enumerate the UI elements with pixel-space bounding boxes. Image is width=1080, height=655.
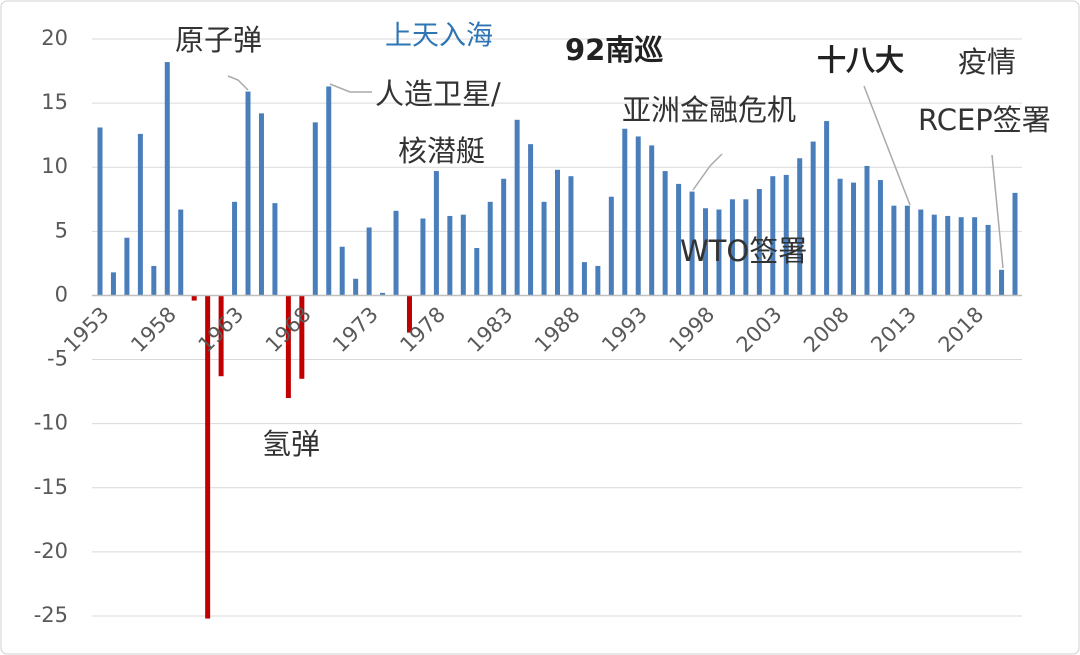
bar (232, 201, 238, 296)
y-tick-label: 10 (41, 154, 68, 178)
bar (716, 209, 722, 296)
bar (366, 227, 372, 296)
bar (299, 295, 305, 379)
bar (877, 180, 883, 296)
bar (164, 62, 170, 296)
bar (420, 218, 426, 296)
y-tick-label: 20 (41, 26, 68, 50)
bar (999, 269, 1005, 296)
bar (729, 199, 735, 296)
bar (110, 272, 116, 296)
bar (864, 165, 870, 296)
bar (985, 224, 991, 296)
bar (514, 119, 520, 296)
bar (689, 191, 695, 296)
bar (662, 171, 668, 296)
bar (501, 178, 507, 296)
annotation: 核潜艇 (398, 134, 485, 168)
annotation: 上天入海 (385, 21, 493, 52)
bar (460, 214, 466, 296)
y-tick-label: 0 (55, 282, 68, 306)
bar (824, 121, 830, 296)
bar (770, 176, 776, 296)
y-tick-label: -5 (47, 347, 68, 371)
leader-line (991, 154, 1004, 269)
annotation: WTO签署 (680, 234, 807, 268)
bar (945, 215, 951, 296)
bar (380, 292, 386, 296)
leader-lines (227, 75, 1004, 269)
bar (555, 169, 560, 296)
bar (487, 201, 493, 296)
leader-line (329, 83, 372, 93)
bar (528, 144, 534, 296)
bar (972, 217, 978, 296)
y-tick-label: 15 (41, 90, 68, 114)
bar (635, 136, 641, 296)
bar (258, 113, 264, 296)
bar (541, 201, 547, 296)
annotation: 氢弹 (262, 427, 320, 461)
bar (124, 237, 130, 296)
annotation: 原子弹 (175, 23, 262, 57)
bar (918, 209, 924, 296)
annotation: 亚洲金融危机 (622, 93, 796, 127)
bar (608, 196, 614, 296)
annotation: 92南巡 (565, 33, 663, 67)
bar (205, 295, 211, 619)
bar (649, 145, 655, 296)
annotation: 人造卫星/ (375, 77, 501, 111)
leader-line (692, 153, 723, 191)
bar (178, 209, 184, 296)
bar (904, 205, 910, 296)
bar (474, 248, 480, 296)
bar (595, 265, 601, 296)
annotation: RCEP签署 (918, 103, 1051, 137)
bar (326, 86, 332, 296)
bar (797, 158, 803, 296)
leader-line (863, 85, 911, 206)
bar (447, 215, 453, 296)
annotation: 十八大 (817, 43, 904, 77)
bar (393, 210, 399, 296)
bar (703, 208, 709, 296)
bar (676, 183, 682, 296)
y-tick-label: -20 (34, 539, 68, 563)
bar (743, 199, 749, 296)
bar (191, 295, 197, 301)
bar (339, 246, 345, 296)
bar (151, 265, 157, 296)
annotation: 疫情 (958, 45, 1016, 79)
bar (406, 295, 412, 333)
y-tick-label: 5 (55, 218, 68, 242)
bar (218, 295, 224, 377)
bar (1012, 192, 1018, 296)
leader-line (227, 75, 249, 91)
y-tick-label: -15 (34, 475, 68, 499)
bar (353, 278, 359, 296)
y-tick-label: -10 (34, 411, 68, 435)
bar (568, 176, 574, 296)
bar (137, 133, 143, 296)
bar (837, 178, 843, 296)
bar (851, 182, 857, 296)
bar (245, 91, 251, 296)
bar (581, 262, 587, 296)
bar (756, 189, 762, 296)
bar (97, 127, 103, 296)
bar (891, 205, 897, 296)
bar (272, 203, 278, 296)
bar (285, 295, 291, 399)
bar (312, 122, 318, 296)
y-tick-label: -25 (34, 603, 68, 627)
bar (931, 214, 937, 296)
bar (433, 171, 439, 296)
bar (958, 217, 964, 296)
bar (783, 174, 789, 296)
bar (810, 141, 816, 296)
bar (622, 128, 628, 296)
